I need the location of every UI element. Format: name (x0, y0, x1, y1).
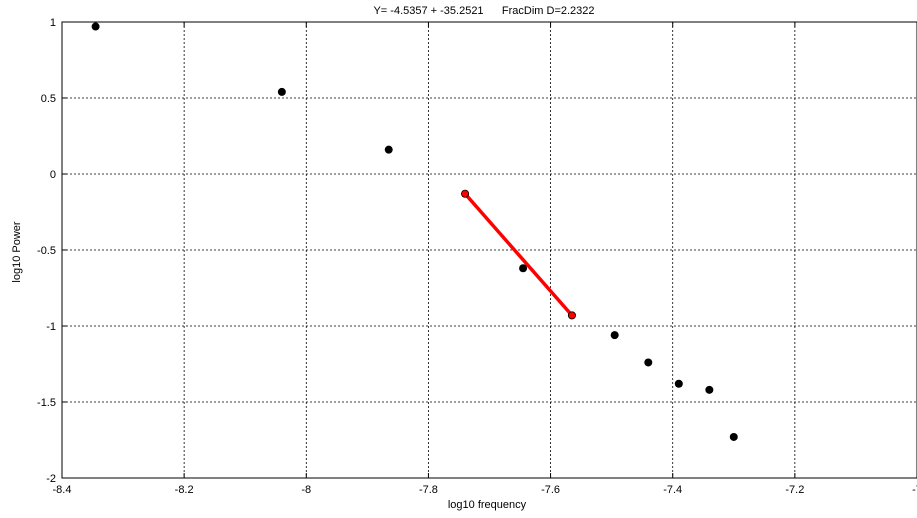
x-tick-label: -7.6 (541, 484, 560, 496)
y-axis-tick-labels: -2 -1.5 -1 -0.5 0 0.5 1 (37, 17, 56, 485)
fit-line-endpoint (461, 189, 469, 198)
fit-line-layer (463, 192, 574, 318)
data-point (644, 358, 653, 367)
data-point (384, 145, 393, 154)
y-tick-label: 0.5 (41, 93, 56, 105)
data-point (610, 331, 619, 340)
x-axis-label: log10 frequency (448, 499, 527, 511)
y-tick-label: 1 (50, 17, 56, 29)
y-tick-label: -1.5 (37, 397, 56, 409)
axis-ticks (61, 21, 917, 479)
data-point (91, 22, 100, 31)
data-point (519, 264, 528, 273)
x-tick-label: -7.8 (419, 484, 438, 496)
data-points-layer (91, 22, 738, 441)
x-tick-label: -8.4 (53, 484, 72, 496)
fit-line (463, 192, 574, 318)
data-point (277, 87, 286, 96)
x-tick-label: -7 (912, 484, 917, 496)
x-tick-label: -7.4 (663, 484, 682, 496)
data-point (705, 385, 714, 394)
x-tick-label: -8.2 (175, 484, 194, 496)
data-point (674, 379, 683, 388)
x-tick-label: -8 (301, 484, 311, 496)
data-point (729, 432, 738, 441)
fit-line-endpoint (568, 311, 576, 320)
y-tick-label: -0.5 (37, 245, 56, 257)
y-tick-label: 0 (50, 169, 56, 181)
grid-lines (62, 22, 917, 478)
x-axis-tick-labels: -8.4 -8.2 -8 -7.8 -7.6 -7.4 -7.2 -7 (53, 484, 917, 496)
x-tick-label: -7.2 (785, 484, 804, 496)
y-tick-label: -2 (46, 473, 56, 485)
y-axis-label: log10 Power (11, 221, 23, 282)
chart-title: Y= -4.5357 + -35.2521 FracDim D=2.2322 (373, 5, 594, 17)
y-tick-label: -1 (46, 321, 56, 333)
